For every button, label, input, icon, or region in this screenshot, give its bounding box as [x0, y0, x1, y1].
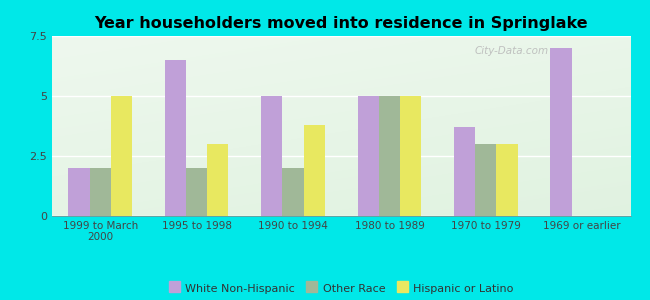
- Bar: [207, 144, 228, 216]
- Bar: [400, 96, 421, 216]
- Bar: [283, 168, 304, 216]
- Bar: [379, 96, 400, 216]
- Bar: [551, 48, 572, 216]
- Title: Year householders moved into residence in Springlake: Year householders moved into residence i…: [94, 16, 588, 31]
- Bar: [261, 96, 283, 216]
- Bar: [304, 125, 325, 216]
- Bar: [68, 168, 90, 216]
- Bar: [165, 60, 186, 216]
- Text: City-Data.com: City-Data.com: [474, 46, 549, 56]
- Bar: [90, 168, 110, 216]
- Bar: [497, 144, 517, 216]
- Bar: [454, 127, 475, 216]
- Bar: [111, 96, 132, 216]
- Bar: [475, 144, 497, 216]
- Bar: [186, 168, 207, 216]
- Bar: [358, 96, 379, 216]
- Legend: White Non-Hispanic, Other Race, Hispanic or Latino: White Non-Hispanic, Other Race, Hispanic…: [166, 280, 517, 297]
